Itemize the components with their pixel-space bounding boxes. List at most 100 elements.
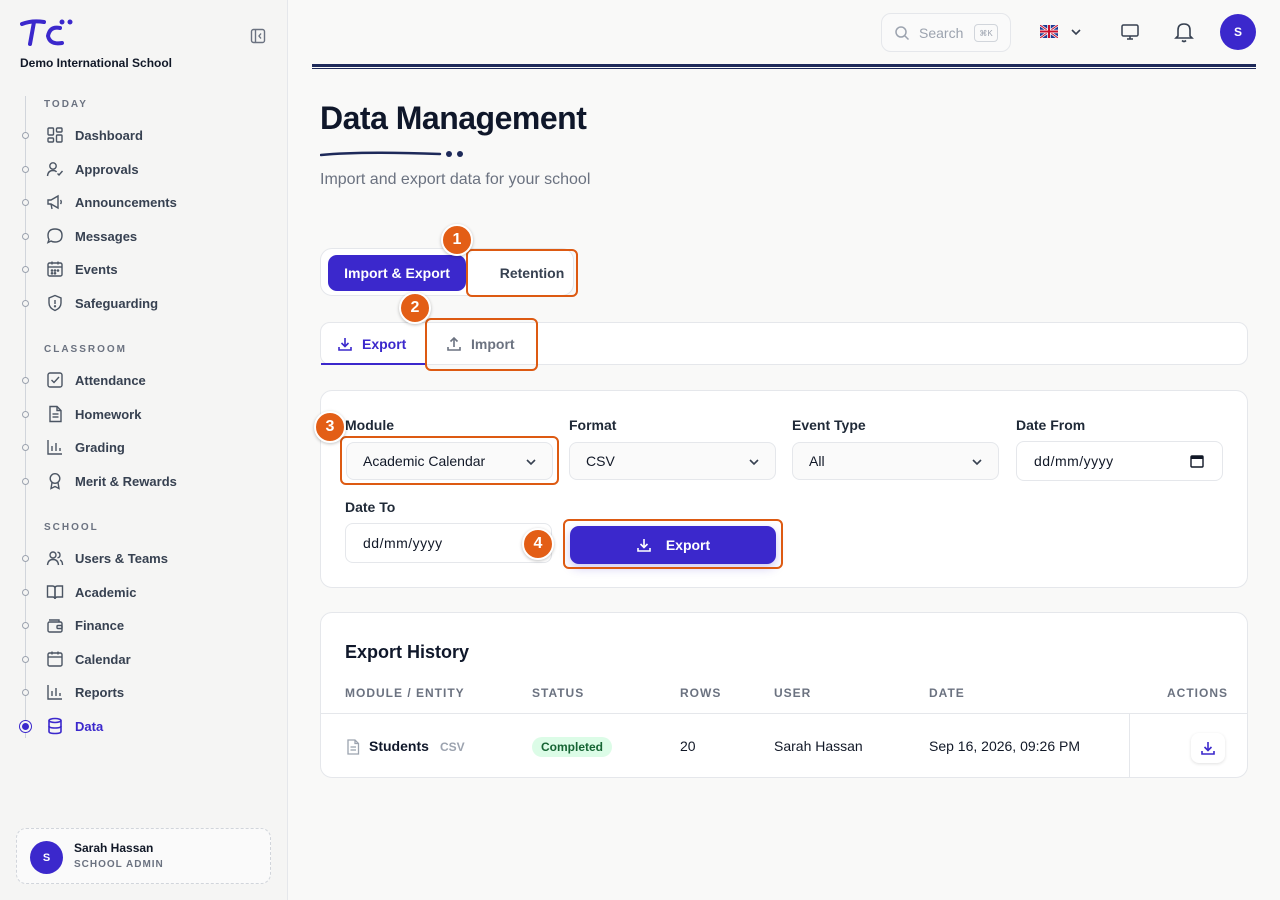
callout-highlight-module [340, 436, 559, 485]
users-icon [46, 549, 64, 567]
monitor-icon[interactable] [1120, 22, 1140, 47]
date-to-value: dd/mm/yyyy [363, 535, 443, 551]
search-shortcut: ⌘K [974, 24, 998, 42]
status-badge: Completed [532, 737, 613, 757]
sidebar-item-label: Calendar [75, 651, 131, 667]
uk-flag-icon[interactable] [1039, 23, 1059, 40]
module-select[interactable]: Academic Calendar [346, 442, 553, 480]
row-user: Sarah Hassan [774, 738, 863, 754]
sidebar-item-label: Dashboard [75, 127, 143, 143]
date-to-input[interactable]: dd/mm/yyyy [345, 523, 552, 563]
date-from-input[interactable]: dd/mm/yyyy [1016, 441, 1223, 481]
section-label-today: TODAY [44, 99, 88, 110]
chevron-down-icon [970, 455, 984, 472]
download-icon [637, 539, 651, 552]
document-icon [46, 405, 64, 423]
tab-import-export[interactable]: Import & Export [328, 255, 466, 291]
sidebar-item-label: Events [75, 261, 118, 277]
user-profile-card[interactable]: S Sarah Hassan SCHOOL ADMIN [16, 828, 271, 884]
search-icon [894, 25, 910, 46]
sidebar-item-grading[interactable]: Grading [0, 432, 288, 462]
bar-chart-icon [46, 683, 64, 701]
school-logo-icon[interactable] [20, 18, 74, 53]
sidebar-item-label: Academic [75, 584, 137, 600]
sidebar-item-merit-rewards[interactable]: Merit & Rewards [0, 466, 288, 496]
callout-badge-2: 2 [399, 292, 431, 324]
chevron-down-icon[interactable] [1069, 25, 1083, 44]
sidebar-item-safeguarding[interactable]: Safeguarding [0, 288, 288, 318]
sidebar-item-approvals[interactable]: Approvals [0, 154, 288, 184]
nav-dot [22, 443, 29, 451]
bar-chart-icon [46, 438, 64, 456]
tab-retention[interactable]: Retention [489, 255, 575, 291]
export-button[interactable]: Export [570, 526, 776, 564]
nav-dot [22, 265, 29, 273]
download-icon [1201, 742, 1215, 755]
database-icon [46, 717, 64, 735]
export-button-label: Export [665, 537, 711, 553]
title-underline-decoration [319, 146, 470, 165]
date-from-value: dd/mm/yyyy [1034, 453, 1114, 469]
calendar-grid-icon [46, 260, 64, 278]
collapse-sidebar-icon[interactable] [250, 28, 268, 46]
column-header-module: MODULE / ENTITY [345, 686, 465, 700]
sidebar-item-data[interactable]: Data [0, 711, 288, 741]
sidebar-item-academic[interactable]: Academic [0, 577, 288, 607]
export-form-card: Module Academic Calendar Format CSV Even… [320, 390, 1248, 588]
sidebar-item-users-teams[interactable]: Users & Teams [0, 543, 288, 573]
sidebar-item-dashboard[interactable]: Dashboard [0, 120, 288, 150]
sidebar-item-label: Announcements [75, 194, 177, 210]
nav-dot [22, 554, 29, 562]
callout-highlight-retention [466, 249, 578, 297]
sidebar-item-finance[interactable]: Finance [0, 610, 288, 640]
calendar-icon [46, 650, 64, 668]
sidebar-item-label: Approvals [75, 161, 139, 177]
avatar: S [30, 841, 63, 874]
nav-dot-active [22, 722, 29, 730]
tab-export[interactable]: Export [337, 323, 406, 365]
sidebar-item-announcements[interactable]: Announcements [0, 187, 288, 217]
calendar-icon[interactable] [1190, 454, 1204, 471]
column-header-rows: ROWS [680, 686, 722, 700]
school-name: Demo International School [20, 56, 173, 70]
nav-dot [22, 198, 29, 206]
sidebar-item-calendar[interactable]: Calendar [0, 644, 288, 674]
nav-dot [22, 299, 29, 307]
user-check-icon [46, 160, 64, 178]
download-export-button[interactable] [1191, 733, 1225, 763]
event-type-label: Event Type [792, 417, 866, 433]
sidebar-item-messages[interactable]: Messages [0, 221, 288, 251]
sidebar-item-attendance[interactable]: Attendance [0, 365, 288, 395]
chevron-down-icon [524, 455, 538, 472]
export-history-title: Export History [345, 642, 470, 662]
event-type-select[interactable]: All [792, 442, 999, 480]
avatar[interactable]: S [1220, 14, 1256, 50]
format-select[interactable]: CSV [569, 442, 776, 480]
nav-dot [22, 131, 29, 139]
row-entity: Students [369, 738, 429, 754]
search-input[interactable]: Search ⌘K [881, 13, 1011, 52]
nav-dot [22, 688, 29, 696]
tab-import[interactable]: Import [446, 323, 515, 365]
sidebar-item-label: Messages [75, 228, 138, 244]
user-role: SCHOOL ADMIN [74, 859, 164, 870]
sub-tabs: Export Import [320, 322, 1248, 365]
format-label: Format [569, 417, 617, 433]
nav-dot [22, 165, 29, 173]
sidebar-item-homework[interactable]: Homework [0, 399, 288, 429]
column-header-user: USER [774, 686, 812, 700]
date-from-label: Date From [1016, 417, 1086, 433]
upload-icon [447, 336, 461, 351]
megaphone-icon [46, 193, 64, 211]
sidebar-item-reports[interactable]: Reports [0, 677, 288, 707]
tab-import-label: Import [471, 336, 515, 352]
actions-column-divider [1129, 714, 1130, 777]
module-label: Module [345, 417, 394, 433]
bell-icon[interactable] [1172, 20, 1196, 49]
sidebar-item-label: Grading [75, 439, 125, 455]
grid-icon [46, 126, 64, 144]
shield-icon [46, 294, 64, 312]
table-header-divider [321, 713, 1247, 714]
sidebar-item-events[interactable]: Events [0, 254, 288, 284]
nav-dot [22, 621, 29, 629]
